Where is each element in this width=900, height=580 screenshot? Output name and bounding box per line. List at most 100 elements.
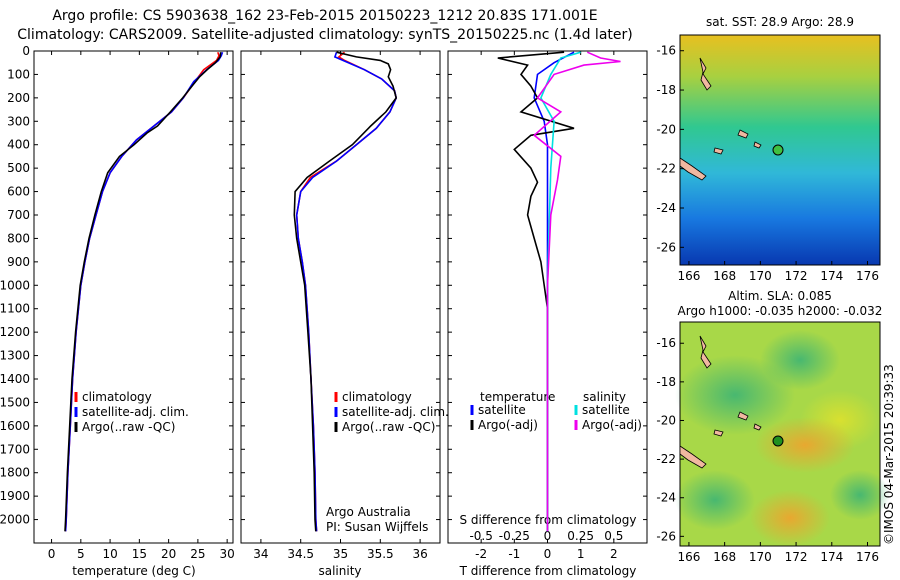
sla-island-loyalty [713, 411, 762, 437]
depth-tick-label: 1500 [0, 395, 30, 409]
salinity-plot-frame [240, 50, 441, 544]
island-loyalty [713, 129, 762, 155]
map-y-tick-label: -18 [656, 375, 676, 389]
temperature-plot-frame [33, 50, 234, 544]
legend-label: satellite-adj. clim. [82, 405, 189, 419]
depth-tick-label: 1900 [0, 489, 30, 503]
series-line-satellite-adj-clim- [64, 51, 224, 532]
legend-label: Argo(..raw -QC) [82, 420, 175, 434]
x-tick-label-S: 0 [544, 529, 552, 543]
x-tick-label: 20 [161, 547, 176, 561]
depth-tick-label: 800 [7, 231, 30, 245]
x-tick-label-S: -0.25 [499, 529, 530, 543]
map-y-tick-label: -20 [656, 413, 676, 427]
series-line-satellite-adj-clim- [295, 51, 398, 532]
x-tick-label: 15 [132, 547, 147, 561]
legend-label: satellite-adj. clim. [342, 405, 449, 419]
depth-tick-label: 1300 [0, 349, 30, 363]
depth-tick-label: 500 [7, 161, 30, 175]
x-tick-label-S: -0.5 [469, 529, 492, 543]
series-line-argo-raw-qc- [293, 51, 398, 532]
map-y-tick-label: -26 [656, 529, 676, 543]
legend-label: climatology [82, 390, 152, 404]
map-x-tick-label: 166 [677, 269, 700, 283]
sla-island-vanuatu [699, 335, 712, 369]
series-line-t-satellite [533, 51, 575, 532]
figure-title-line2: Climatology: CARS2009. Satellite-adjuste… [17, 27, 633, 43]
difference-legend-title-temperature: temperature [480, 390, 555, 404]
depth-tick-label: 1700 [0, 442, 30, 456]
legend-label: Argo(-adj) [478, 418, 538, 432]
map-y-tick-label: -24 [656, 491, 676, 505]
series-line-climatology [64, 51, 220, 532]
map-x-tick-label: 166 [677, 550, 700, 564]
island-vanuatu [699, 57, 712, 91]
x-tick-label: 0 [48, 547, 56, 561]
depth-tick-label: 2000 [0, 513, 30, 527]
depth-tick-label: 300 [7, 114, 30, 128]
map-y-tick-label: -22 [656, 452, 676, 466]
x-tick-label: 34.5 [287, 547, 314, 561]
depth-tick-label: 700 [7, 208, 30, 222]
legend-label: climatology [342, 390, 412, 404]
x-tick-label-T: 1 [577, 547, 585, 561]
x-tick-label-T: -2 [475, 547, 487, 561]
island-new-caledonia [679, 157, 707, 181]
x-tick-label-T: 2 [610, 547, 618, 561]
map-y-tick-label: -20 [656, 122, 676, 136]
depth-tick-label: 900 [7, 255, 30, 269]
map-y-tick-label: -24 [656, 201, 676, 215]
x-tick-label: 30 [220, 547, 235, 561]
x-tick-label-T: -1 [508, 547, 520, 561]
series-line-climatology [295, 51, 398, 532]
imos-credit: ©IMOS 04-Mar-2015 20:39:33 [882, 364, 896, 545]
depth-tick-label: 200 [7, 91, 30, 105]
x-tick-label: 34 [253, 547, 268, 561]
legend-label: Argo(-adj) [582, 418, 642, 432]
series-line-argo-raw-qc- [64, 52, 222, 532]
temperature-xlabel: temperature (deg C) [72, 564, 195, 578]
sst-map [679, 34, 881, 266]
x-tick-label: 36 [412, 547, 427, 561]
map-y-tick-label: -16 [656, 336, 676, 350]
legend-label: satellite [478, 403, 526, 417]
map-x-tick-label: 172 [785, 269, 808, 283]
figure-title-line1: Argo profile: CS 5903638_162 23-Feb-2015… [52, 8, 598, 24]
x-tick-label: 25 [190, 547, 205, 561]
salinity-annotation-line2: PI: Susan Wijffels [326, 520, 428, 534]
sla-map [675, 321, 890, 547]
x-tick-label: 5 [77, 547, 85, 561]
depth-tick-label: 400 [7, 138, 30, 152]
series-line-t-argo-adj- [497, 51, 575, 532]
map-x-tick-label: 176 [856, 269, 879, 283]
salinity-xlabel: salinity [318, 564, 361, 578]
map-y-tick-label: -18 [656, 83, 676, 97]
salinity-annotation-line1: Argo Australia [326, 505, 411, 519]
map-x-tick-label: 172 [785, 550, 808, 564]
x-tick-label-S: 0.5 [604, 529, 623, 543]
x-tick-label: 10 [102, 547, 117, 561]
depth-tick-label: 100 [7, 67, 30, 81]
depth-tick-label: 1200 [0, 325, 30, 339]
legend-label: satellite [582, 403, 630, 417]
sla-map-title-line1: Altim. SLA: 0.085 [728, 289, 832, 303]
map-x-tick-label: 168 [713, 269, 736, 283]
sla-argo-marker [772, 435, 784, 447]
map-x-tick-label: 170 [749, 269, 772, 283]
map-x-tick-label: 174 [820, 550, 843, 564]
depth-tick-label: 0 [22, 44, 30, 58]
map-y-tick-label: -22 [656, 162, 676, 176]
sla-island-new-caledonia [679, 445, 707, 469]
depth-tick-label: 1400 [0, 372, 30, 386]
sst-map-title: sat. SST: 28.9 Argo: 28.9 [706, 15, 854, 29]
map-y-tick-label: -26 [656, 240, 676, 254]
x-tick-label: 35.5 [367, 547, 394, 561]
chart-marks: 0100200300400500600700800900100011001200… [0, 44, 879, 564]
difference-xlabel: T difference from climatology [459, 564, 637, 578]
map-x-tick-label: 168 [713, 550, 736, 564]
map-x-tick-label: 176 [856, 550, 879, 564]
map-y-tick-label: -16 [656, 44, 676, 58]
sst-argo-marker [772, 144, 784, 156]
x-tick-label-S: 0.25 [567, 529, 594, 543]
